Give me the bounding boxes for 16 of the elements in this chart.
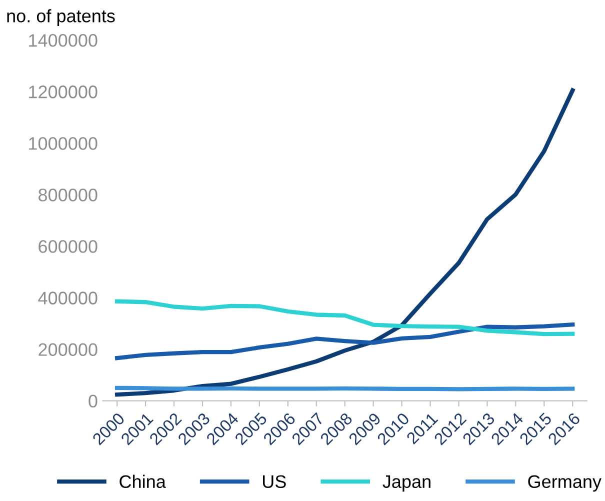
legend-label: Japan [382, 475, 430, 492]
y-tick-label: 1000000 [29, 137, 98, 150]
legend-label: China [120, 474, 166, 488]
y-tick-label: 400000 [38, 292, 98, 304]
y-tick-label: 200000 [38, 343, 98, 356]
line-series [115, 299, 575, 336]
y-tick-label: 800000 [38, 188, 98, 202]
y-tick-label: 1400000 [29, 34, 98, 47]
line-series [115, 88, 575, 397]
legend-label: Germany [528, 475, 602, 492]
y-axis-title: no. of patents [7, 9, 115, 26]
y-tick-label: 0 [88, 394, 98, 408]
y-tick-label: 1200000 [29, 86, 98, 98]
line-series [115, 322, 575, 360]
legend-label: US [262, 475, 286, 488]
y-tick-label: 600000 [38, 240, 98, 253]
